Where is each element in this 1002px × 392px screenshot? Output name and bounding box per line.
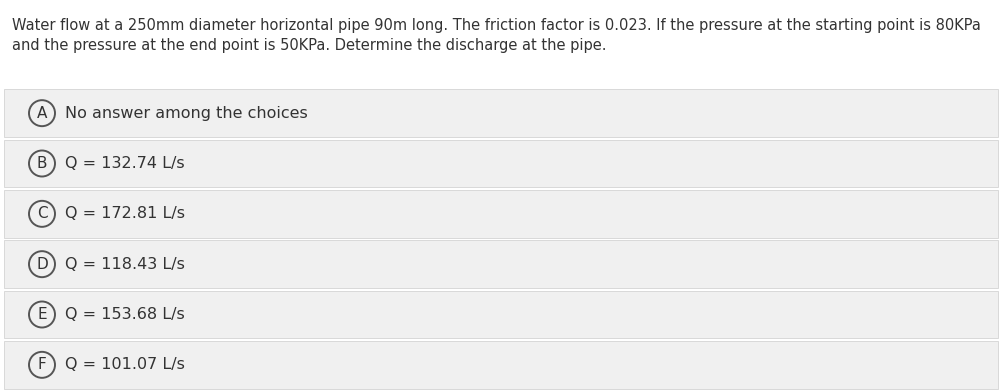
Text: Q = 132.74 L/s: Q = 132.74 L/s bbox=[65, 156, 184, 171]
FancyBboxPatch shape bbox=[4, 89, 998, 137]
Text: Q = 153.68 L/s: Q = 153.68 L/s bbox=[65, 307, 184, 322]
Text: Q = 101.07 L/s: Q = 101.07 L/s bbox=[65, 358, 185, 372]
Text: F: F bbox=[38, 358, 46, 372]
Text: and the pressure at the end point is 50KPa. Determine the discharge at the pipe.: and the pressure at the end point is 50K… bbox=[12, 38, 606, 53]
FancyBboxPatch shape bbox=[4, 190, 998, 238]
FancyBboxPatch shape bbox=[4, 140, 998, 187]
Text: D: D bbox=[36, 257, 48, 272]
FancyBboxPatch shape bbox=[4, 341, 998, 389]
Ellipse shape bbox=[29, 301, 55, 327]
FancyBboxPatch shape bbox=[4, 290, 998, 338]
Ellipse shape bbox=[29, 352, 55, 378]
FancyBboxPatch shape bbox=[4, 240, 998, 288]
Ellipse shape bbox=[29, 151, 55, 176]
Text: Q = 118.43 L/s: Q = 118.43 L/s bbox=[65, 257, 185, 272]
Ellipse shape bbox=[29, 100, 55, 126]
Text: E: E bbox=[37, 307, 47, 322]
Text: C: C bbox=[37, 206, 47, 221]
Text: Q = 172.81 L/s: Q = 172.81 L/s bbox=[65, 206, 185, 221]
Text: Water flow at a 250mm diameter horizontal pipe 90m long. The friction factor is : Water flow at a 250mm diameter horizonta… bbox=[12, 18, 981, 33]
Text: A: A bbox=[37, 106, 47, 121]
Text: No answer among the choices: No answer among the choices bbox=[65, 106, 308, 121]
Ellipse shape bbox=[29, 251, 55, 277]
Text: B: B bbox=[37, 156, 47, 171]
Ellipse shape bbox=[29, 201, 55, 227]
